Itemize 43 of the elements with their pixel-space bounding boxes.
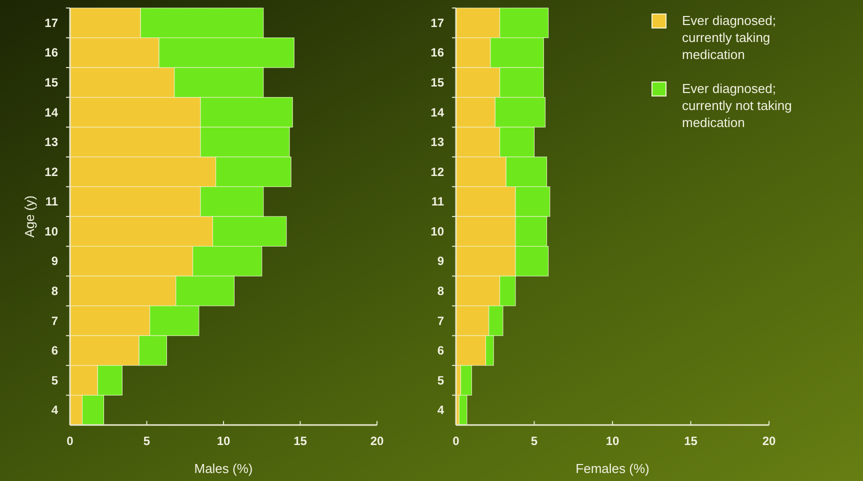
x-tick-label: 10: [216, 434, 230, 448]
y-tick-label: 5: [51, 373, 58, 388]
x-tick-label: 15: [294, 434, 308, 448]
y-tick-label: 16: [44, 46, 58, 60]
y-tick-label: 6: [437, 344, 444, 358]
x-axis-title: Males (%): [194, 461, 253, 476]
y-tick-label: 14: [430, 105, 444, 120]
x-axis-title: Females (%): [576, 461, 650, 476]
y-tick-label: 9: [51, 254, 58, 268]
y-tick-label: 10: [44, 224, 58, 238]
y-tick-label: 12: [430, 164, 444, 179]
y-axis-title: Age (y): [22, 196, 37, 238]
y-tick-label: 12: [44, 164, 58, 179]
x-tick-label: 20: [370, 434, 384, 448]
y-tick-label: 13: [430, 135, 444, 150]
y-tick-label: 11: [431, 194, 444, 209]
y-tick-label: 10: [430, 224, 444, 238]
x-tick-label: 5: [530, 434, 538, 448]
y-tick-label: 4: [437, 403, 444, 418]
y-tick-label: 17: [44, 16, 58, 30]
y-tick-label: 17: [430, 16, 444, 30]
legend-label: Ever diagnosed; currently taking medication: [682, 13, 776, 62]
x-tick-label: 10: [606, 434, 620, 448]
x-tick-label: 20: [762, 434, 776, 448]
legend-label: Ever diagnosed; currently not taking medication: [682, 81, 792, 130]
y-tick-label: 16: [430, 46, 444, 60]
x-tick-label: 0: [66, 434, 74, 448]
y-tick-label: 7: [51, 314, 58, 328]
y-tick-label: 4: [51, 403, 58, 418]
y-tick-label: 6: [51, 344, 58, 358]
y-tick-label: 7: [437, 314, 444, 328]
y-tick-label: 8: [51, 284, 58, 298]
y-tick-label: 14: [44, 105, 58, 120]
y-tick-label: 9: [437, 254, 444, 268]
x-tick-label: 15: [684, 434, 698, 448]
y-tick-label: 11: [45, 194, 58, 209]
y-tick-label: 8: [437, 284, 444, 298]
y-tick-label: 15: [44, 75, 58, 90]
y-tick-label: 5: [437, 373, 444, 388]
x-tick-label: 5: [143, 434, 150, 448]
y-tick-label: 15: [430, 75, 444, 90]
y-tick-label: 13: [44, 135, 58, 150]
x-tick-label: 0: [452, 434, 460, 448]
